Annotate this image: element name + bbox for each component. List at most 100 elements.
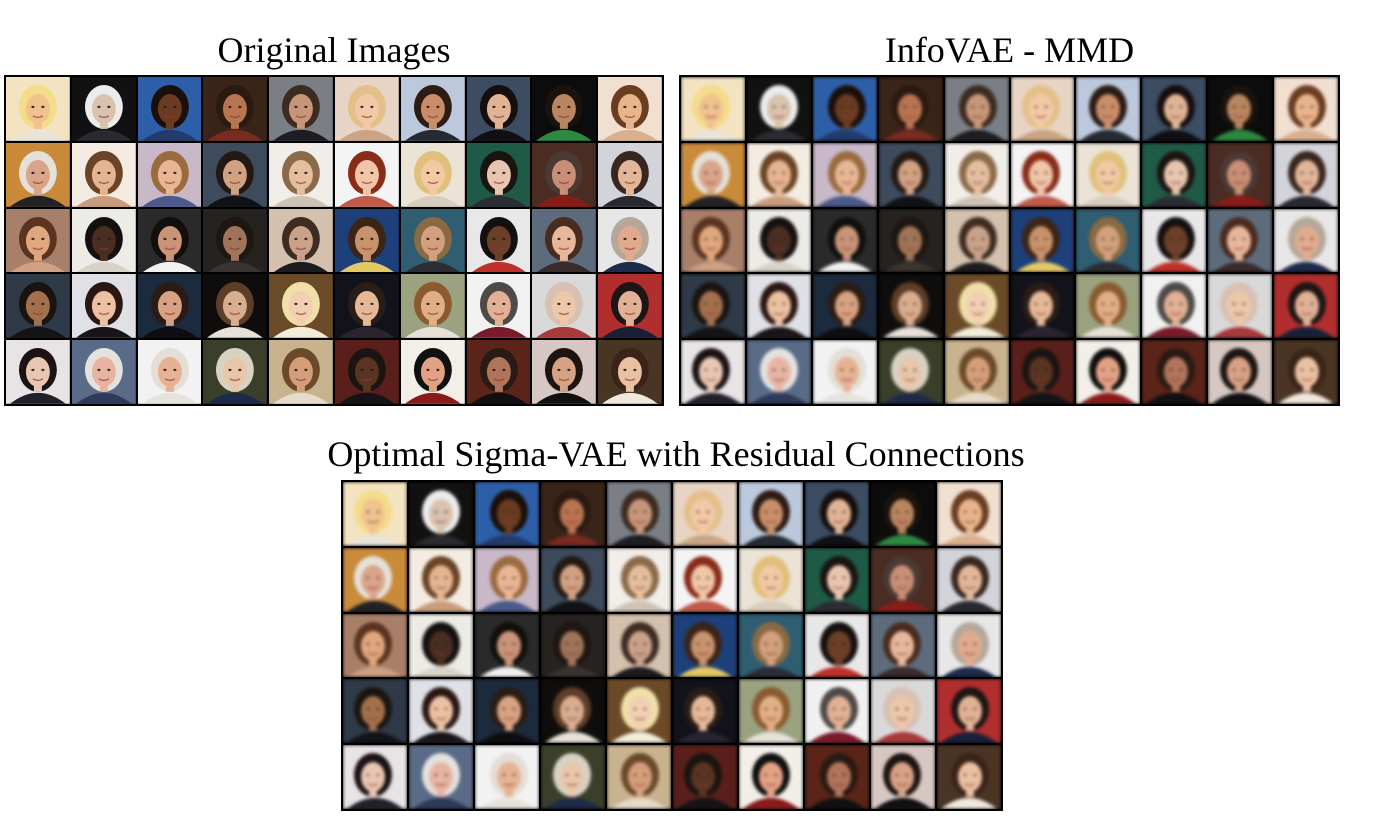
face-thumbnail (334, 274, 399, 339)
face-thumbnail (673, 547, 737, 612)
face-thumbnail (871, 679, 935, 744)
face-thumbnail (475, 547, 539, 612)
face-thumbnail (137, 142, 202, 207)
face-thumbnail (1076, 208, 1141, 273)
face-thumbnail (343, 613, 407, 678)
face-thumbnail (812, 142, 877, 207)
face-thumbnail (1142, 208, 1207, 273)
face-thumbnail (6, 340, 70, 404)
face-thumbnail (475, 613, 539, 678)
face-thumbnail (532, 142, 597, 207)
face-thumbnail (681, 274, 745, 339)
face-thumbnail (746, 340, 811, 404)
face-thumbnail (1208, 142, 1273, 207)
face-thumbnail (203, 340, 268, 404)
face-thumbnail (466, 274, 531, 339)
face-thumbnail (532, 274, 597, 339)
face-thumbnail (71, 340, 136, 404)
face-thumbnail (1010, 77, 1075, 141)
face-thumbnail (269, 208, 333, 273)
face-thumbnail (475, 679, 539, 744)
face-thumbnail (6, 77, 70, 141)
face-thumbnail (805, 745, 869, 809)
face-thumbnail (739, 547, 803, 612)
face-thumbnail (466, 340, 531, 404)
face-thumbnail (400, 142, 465, 207)
face-thumbnail (334, 77, 399, 141)
face-thumbnail (269, 142, 333, 207)
face-thumbnail (746, 208, 811, 273)
face-thumbnail (746, 142, 811, 207)
face-thumbnail (1274, 208, 1338, 273)
face-thumbnail (269, 77, 333, 141)
face-thumbnail (598, 340, 662, 404)
face-thumbnail (681, 340, 745, 404)
face-thumbnail (1208, 340, 1273, 404)
face-thumbnail (71, 274, 136, 339)
image-grid-original (4, 75, 664, 406)
face-thumbnail (71, 142, 136, 207)
face-thumbnail (137, 77, 202, 141)
face-thumbnail (6, 142, 70, 207)
face-thumbnail (203, 77, 268, 141)
face-thumbnail (878, 274, 943, 339)
face-thumbnail (137, 274, 202, 339)
face-thumbnail (409, 745, 473, 809)
face-thumbnail (944, 208, 1009, 273)
face-thumbnail (1010, 142, 1075, 207)
face-thumbnail (871, 547, 935, 612)
face-thumbnail (1142, 340, 1207, 404)
face-thumbnail (937, 613, 1001, 678)
face-thumbnail (1208, 208, 1273, 273)
face-thumbnail (1076, 142, 1141, 207)
face-thumbnail (598, 77, 662, 141)
face-thumbnail (71, 208, 136, 273)
face-thumbnail (409, 679, 473, 744)
face-thumbnail (6, 208, 70, 273)
face-thumbnail (532, 77, 597, 141)
face-thumbnail (343, 482, 407, 546)
face-thumbnail (746, 274, 811, 339)
face-thumbnail (607, 613, 671, 678)
face-thumbnail (541, 547, 605, 612)
face-thumbnail (812, 274, 877, 339)
face-thumbnail (541, 679, 605, 744)
face-thumbnail (937, 679, 1001, 744)
face-thumbnail (409, 482, 473, 546)
face-thumbnail (343, 745, 407, 809)
face-thumbnail (400, 77, 465, 141)
face-thumbnail (878, 208, 943, 273)
face-thumbnail (269, 340, 333, 404)
face-thumbnail (871, 613, 935, 678)
face-thumbnail (1208, 77, 1273, 141)
panel-title-sigma-vae: Optimal Sigma-VAE with Residual Connecti… (327, 434, 1025, 474)
face-thumbnail (334, 208, 399, 273)
face-thumbnail (607, 482, 671, 546)
face-thumbnail (466, 208, 531, 273)
face-thumbnail (944, 77, 1009, 141)
face-thumbnail (746, 77, 811, 141)
face-thumbnail (137, 208, 202, 273)
face-thumbnail (805, 482, 869, 546)
face-thumbnail (6, 274, 70, 339)
panel-title-original-images: Original Images (217, 30, 451, 70)
face-thumbnail (607, 547, 671, 612)
face-thumbnail (937, 745, 1001, 809)
face-thumbnail (937, 547, 1001, 612)
face-thumbnail (673, 745, 737, 809)
face-thumbnail (598, 274, 662, 339)
face-thumbnail (812, 77, 877, 141)
face-thumbnail (739, 745, 803, 809)
face-thumbnail (681, 142, 745, 207)
face-thumbnail (466, 142, 531, 207)
face-thumbnail (739, 679, 803, 744)
face-thumbnail (343, 679, 407, 744)
face-thumbnail (739, 482, 803, 546)
face-thumbnail (812, 208, 877, 273)
face-thumbnail (1274, 274, 1338, 339)
face-thumbnail (878, 142, 943, 207)
face-thumbnail (607, 679, 671, 744)
face-thumbnail (673, 482, 737, 546)
face-thumbnail (598, 208, 662, 273)
face-thumbnail (475, 745, 539, 809)
